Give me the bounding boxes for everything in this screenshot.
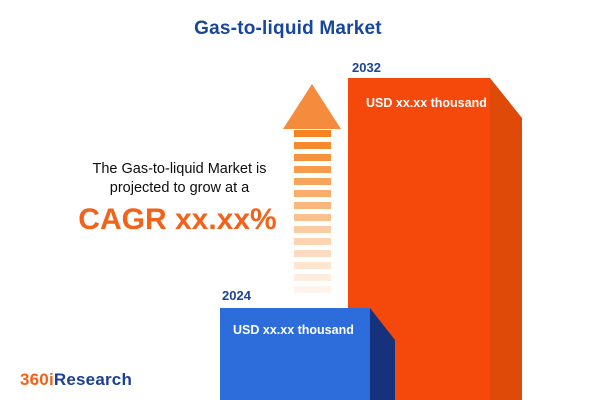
bar-2032-side — [490, 78, 522, 400]
bar-2024-side — [370, 308, 395, 400]
bar-2024-front — [220, 308, 370, 400]
year-label-2032: 2032 — [352, 60, 381, 75]
growth-statement-line1: The Gas-to-liquid Market is — [92, 161, 267, 177]
bar-value-label-2024: USD xx.xx thousand — [233, 323, 354, 337]
growth-statement: The Gas-to-liquid Market is projected to… — [62, 160, 297, 198]
growth-arrow-shaft — [294, 130, 331, 293]
growth-arrow-head — [283, 84, 341, 129]
logo-research: Research — [53, 370, 133, 389]
bar-value-label-2032: USD xx.xx thousand — [366, 96, 487, 110]
year-label-2024: 2024 — [222, 288, 251, 303]
page-title: Gas-to-liquid Market — [194, 18, 382, 39]
bar-2032-front — [348, 78, 490, 400]
bar-2032 — [348, 78, 522, 400]
logo: 360iResearch — [20, 370, 132, 390]
cagr-text: CAGR xx.xx% — [78, 203, 277, 236]
growth-statement-line2: projected to grow at a — [109, 179, 250, 196]
bar-2024 — [220, 308, 395, 400]
logo-360i: 360i — [20, 370, 54, 389]
